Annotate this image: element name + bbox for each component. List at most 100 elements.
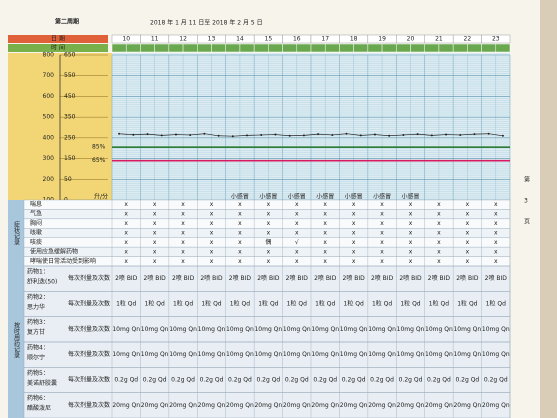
dose: 10mg Qn xyxy=(254,351,282,358)
symptom-mark: x xyxy=(210,211,214,218)
symptom-mark: x xyxy=(352,258,356,265)
dose: 2喷 BID xyxy=(172,274,195,282)
symptom-mark: x xyxy=(437,239,441,246)
date-label-bg xyxy=(8,35,108,43)
peak-point xyxy=(359,134,362,137)
symptom-mark: x xyxy=(409,201,413,208)
symptom-mark: x xyxy=(124,230,128,237)
med-name: 药物5： xyxy=(27,369,49,377)
dose: 10mg Qn xyxy=(141,326,169,333)
dose: 0.2g Qd xyxy=(143,377,167,384)
symptom-mark: x xyxy=(466,230,470,237)
dose: 1粒 Qd xyxy=(400,300,420,308)
dose: 2喷 BID xyxy=(456,274,479,282)
unit: 升/分 xyxy=(94,193,108,201)
symptom-mark: x xyxy=(153,248,157,255)
med-name: 药物4： xyxy=(27,344,49,352)
dose: 2喷 BID xyxy=(257,274,280,282)
symptom-mark: x xyxy=(210,201,214,208)
dose: 10mg Qn xyxy=(425,351,453,358)
dose: 1粒 Qd xyxy=(315,300,335,308)
symptom-mark: x xyxy=(153,220,157,227)
day: 23 xyxy=(492,36,500,43)
symptom-mark: x xyxy=(323,248,327,255)
dose: 2喷 BID xyxy=(200,274,223,282)
dose: 0.2g Qd xyxy=(370,377,394,384)
med-drug: 思力华 xyxy=(27,303,45,311)
time-cell xyxy=(396,43,411,53)
dose: 1粒 Qd xyxy=(230,300,250,308)
peak-point xyxy=(487,132,490,135)
symptom-mark: x xyxy=(437,230,441,237)
dose: 10mg Qn xyxy=(482,351,510,358)
symptom-mark: x xyxy=(409,220,413,227)
symptom-mark: x xyxy=(380,201,384,208)
time-cell xyxy=(481,43,497,53)
dose: 10mg Qn xyxy=(397,326,425,333)
time-cell xyxy=(452,43,468,53)
day: 11 xyxy=(151,36,159,43)
note: 小感冒 xyxy=(401,193,419,201)
time-cell xyxy=(324,43,340,53)
day: 17 xyxy=(321,36,329,43)
day: 10 xyxy=(122,36,130,43)
peak-point xyxy=(459,133,462,136)
dose-label: 每次剂量及次数 xyxy=(68,350,110,358)
dose: 0.2g Qd xyxy=(285,377,309,384)
peak-point xyxy=(430,134,433,137)
time-label: 时 间 xyxy=(51,44,65,52)
time-cell xyxy=(182,43,198,53)
symptom-mark: x xyxy=(409,211,413,218)
dose: 1粒 Qd xyxy=(116,300,136,308)
symptom-mark: x xyxy=(210,258,214,265)
symptom-mark: x xyxy=(494,230,498,237)
dose: 0.2g Qd xyxy=(228,377,252,384)
symptom-mark: x xyxy=(466,258,470,265)
day: 14 xyxy=(236,36,244,43)
dose: 10mg Qn xyxy=(311,351,339,358)
symptom-mark: x xyxy=(295,201,299,208)
dose: 20mg Qn xyxy=(141,402,169,409)
med-drug: 舒利迭(50) xyxy=(27,278,57,286)
dose: 1粒 Qd xyxy=(145,300,165,308)
time-cell xyxy=(296,43,312,53)
symptom-mark: x xyxy=(380,258,384,265)
med-name: 药物3： xyxy=(27,318,49,326)
med-drug: 复方甘 xyxy=(27,328,45,336)
peak-point xyxy=(174,133,177,136)
peak-point xyxy=(146,133,149,136)
dose: 10mg Qn xyxy=(198,351,226,358)
dose: 10mg Qn xyxy=(141,351,169,358)
time-cell xyxy=(111,43,127,53)
day: 22 xyxy=(464,36,472,43)
day: 20 xyxy=(407,36,415,43)
time-cell xyxy=(282,43,298,53)
symptom-mark: x xyxy=(124,248,128,255)
peak-point xyxy=(231,135,234,138)
symptom-mark: x xyxy=(267,248,271,255)
symptom-mark: x xyxy=(181,239,185,246)
time-cell xyxy=(168,43,184,53)
symptom-mark: x xyxy=(323,220,327,227)
symptom-mark: x xyxy=(181,248,185,255)
dose: 10mg Qn xyxy=(311,326,339,333)
symptom-mark: x xyxy=(352,248,356,255)
dose: 0.2g Qd xyxy=(200,377,224,384)
symptom-mark: x xyxy=(323,230,327,237)
peak-point xyxy=(388,134,391,137)
y2-tick-label: 450 xyxy=(64,93,76,100)
dose: 10mg Qn xyxy=(169,351,197,358)
dose-label: 每次剂量及次数 xyxy=(68,274,110,282)
time-cell xyxy=(310,43,326,53)
y-tick-label: 600 xyxy=(43,93,55,100)
peak-point xyxy=(302,134,305,137)
time-cell xyxy=(253,43,269,53)
dose: 20mg Qn xyxy=(254,402,282,409)
y-tick-label: 700 xyxy=(43,72,55,79)
page-top: 第 xyxy=(524,176,530,184)
dose: 1粒 Qd xyxy=(258,300,278,308)
y2-tick-label: 550 xyxy=(64,72,76,79)
symptom-group-bg xyxy=(8,200,24,266)
